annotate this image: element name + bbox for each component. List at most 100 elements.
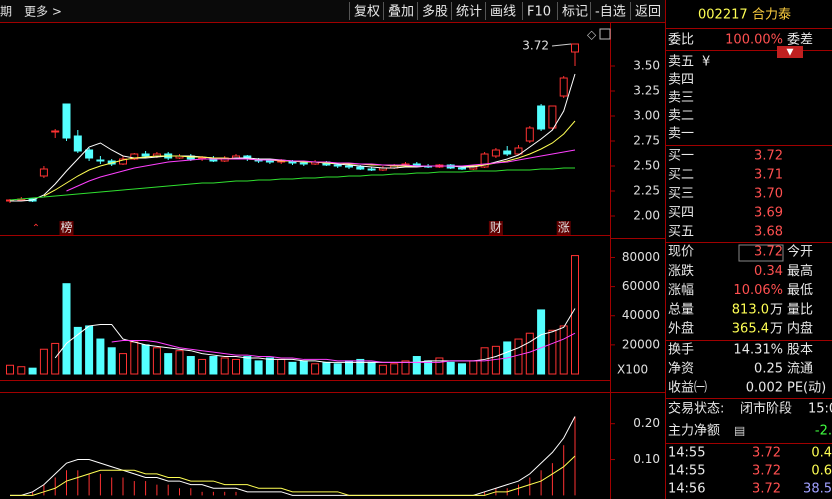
volume-bar bbox=[299, 360, 308, 375]
volume-bar bbox=[186, 356, 195, 375]
toolbar-button[interactable]: 多股 bbox=[422, 4, 448, 20]
status-time: 15:0 bbox=[808, 402, 832, 417]
candle-body bbox=[559, 77, 568, 97]
toolbar-button[interactable]: 复权 bbox=[354, 4, 380, 20]
toolbar-button[interactable]: 叠加 bbox=[388, 5, 414, 20]
event-marker[interactable]: 榜 bbox=[60, 220, 72, 235]
stat-label: 最低 bbox=[787, 283, 813, 298]
event-marker-bg bbox=[488, 221, 503, 235]
flow-icon[interactable]: ▤ bbox=[734, 424, 745, 438]
volume-bar bbox=[198, 358, 207, 375]
candle-body bbox=[480, 153, 489, 168]
stat-value: 0.25 bbox=[754, 362, 783, 377]
collapse-arrow: ▼ bbox=[787, 48, 794, 58]
y-tick-label: 40000 bbox=[622, 308, 660, 322]
stat-label: 总量 bbox=[668, 302, 694, 317]
y-tick-label: 60000 bbox=[622, 279, 660, 293]
buy-label: 买二 bbox=[668, 168, 694, 183]
volume-bar bbox=[367, 361, 376, 375]
stat-label: 最高 bbox=[787, 263, 813, 279]
max-label: 3.72 bbox=[522, 39, 549, 53]
toolbar-button[interactable]: 画线 bbox=[490, 5, 516, 20]
stat-label: 净资 bbox=[668, 362, 694, 377]
stat-label: 今开 bbox=[787, 244, 813, 260]
toolbar-button[interactable]: 标记 bbox=[562, 5, 588, 20]
diamond-icon[interactable]: ◇ bbox=[587, 28, 597, 42]
candle-body bbox=[548, 105, 557, 129]
candle-body bbox=[333, 164, 342, 167]
y-tick-label: 2.50 bbox=[633, 159, 660, 173]
volume-bar bbox=[277, 358, 286, 375]
buy-price: 3.68 bbox=[754, 225, 783, 240]
trade-price: 3.72 bbox=[752, 464, 781, 479]
toolbar-button[interactable]: -自选 bbox=[595, 5, 626, 20]
stat-unit: 万 bbox=[770, 322, 783, 337]
volume-bar bbox=[28, 367, 37, 375]
buy-price: 3.72 bbox=[754, 149, 783, 164]
volume-bar bbox=[537, 309, 546, 375]
volume-bar bbox=[265, 357, 274, 375]
stat-value: 813.0 bbox=[732, 302, 769, 317]
volume-bar bbox=[73, 326, 82, 375]
volume-bar bbox=[62, 283, 71, 375]
volume-bar bbox=[525, 332, 534, 375]
candle-body bbox=[367, 168, 376, 171]
trade-volume: 38.5 bbox=[803, 482, 832, 497]
stat-unit: 万 bbox=[770, 302, 783, 317]
candle-body bbox=[345, 165, 353, 168]
label: 委比 bbox=[668, 33, 694, 48]
volume-bar bbox=[514, 338, 523, 375]
stat-label: 换手 bbox=[668, 343, 694, 358]
volume-bar bbox=[164, 353, 173, 375]
y-tick-label: 20000 bbox=[622, 337, 660, 351]
volume-bar bbox=[39, 348, 48, 375]
stat-label: 股本 bbox=[787, 343, 813, 358]
sell-label: 卖一 bbox=[668, 127, 694, 142]
value: 100.00% bbox=[725, 33, 783, 48]
volume-bar bbox=[458, 363, 466, 375]
y-tick-label: 2.75 bbox=[633, 134, 660, 148]
indicator-line bbox=[9, 167, 575, 201]
volume-bar bbox=[51, 342, 60, 375]
buy-marker: ⌃ bbox=[32, 223, 40, 234]
period[interactable]: 期 bbox=[0, 5, 12, 19]
stat-label: 现价 bbox=[668, 245, 694, 260]
more[interactable]: 更多 > bbox=[24, 5, 62, 19]
sell-label: 卖四 bbox=[668, 73, 694, 88]
candle-body bbox=[96, 159, 105, 162]
toolbar-button[interactable]: 返回 bbox=[635, 5, 661, 20]
trade-time: 14:55 bbox=[668, 464, 705, 479]
candle-body bbox=[458, 167, 466, 170]
volume-bar bbox=[311, 363, 320, 375]
candle-body bbox=[85, 149, 94, 159]
sell-label: 卖二 bbox=[668, 109, 694, 124]
volume-bar bbox=[232, 358, 240, 375]
volume-bar bbox=[446, 361, 455, 375]
indicator-line bbox=[10, 416, 576, 496]
volume-bar bbox=[424, 360, 433, 375]
event-marker[interactable]: 涨 bbox=[558, 220, 570, 235]
toolbar-button[interactable]: F10 bbox=[527, 5, 551, 20]
toolbar-button[interactable]: 统计 bbox=[456, 5, 482, 20]
volume-bar bbox=[469, 360, 478, 375]
stat-label: PE(动) bbox=[787, 381, 826, 396]
volume-bar bbox=[209, 356, 218, 375]
trade-time: 14:56 bbox=[668, 482, 705, 497]
status-label: 交易状态: bbox=[668, 401, 724, 417]
volume-bar bbox=[345, 360, 353, 375]
volume-bar bbox=[559, 325, 568, 375]
max-pointer bbox=[551, 43, 572, 47]
volume-bar bbox=[96, 338, 105, 375]
toolbar bbox=[0, 0, 665, 22]
event-marker[interactable]: 财 bbox=[490, 221, 502, 235]
trade-time: 14:55 bbox=[668, 446, 705, 461]
candle-body bbox=[491, 149, 500, 157]
stat-label: 量比 bbox=[787, 302, 813, 317]
square-icon[interactable] bbox=[599, 28, 611, 40]
volume-bar bbox=[130, 341, 139, 375]
price-box bbox=[738, 244, 784, 262]
event-marker-bg bbox=[59, 221, 74, 235]
collapse-button[interactable] bbox=[777, 46, 803, 58]
flow-label: 主力净额 bbox=[668, 424, 720, 439]
